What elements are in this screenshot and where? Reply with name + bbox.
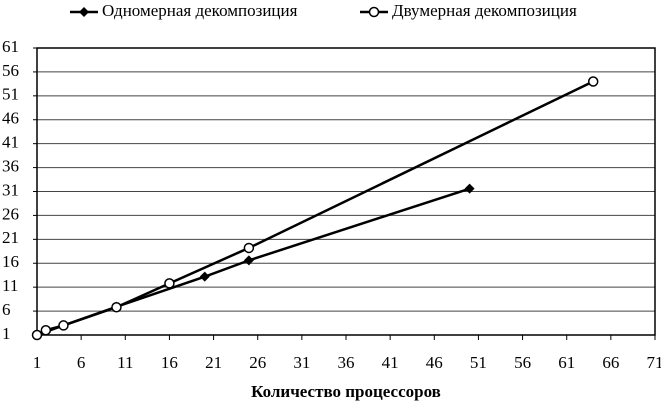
y-tick-label: 11	[2, 276, 18, 295]
y-tick-label: 21	[2, 228, 19, 247]
legend-marker	[368, 6, 380, 18]
x-tick-label: 46	[426, 353, 443, 372]
y-tick-label: 41	[2, 133, 19, 152]
x-tick-label: 1	[33, 353, 42, 372]
x-tick-label: 56	[514, 353, 531, 372]
y-tick-label: 46	[2, 109, 19, 128]
x-tick-label: 41	[382, 353, 399, 372]
circle-marker	[164, 278, 175, 289]
y-tick-label: 6	[2, 300, 11, 319]
legend-label: Двумерная декомпозиция	[392, 1, 577, 20]
legend-label: Одномерная декомпозиция	[102, 1, 298, 20]
plot-frame	[36, 47, 656, 336]
legend-marker	[79, 7, 89, 17]
x-axis-label: Количество процессоров	[251, 382, 441, 401]
x-tick-label: 31	[293, 353, 310, 372]
diamond-marker	[243, 255, 254, 266]
x-tick-label: 6	[77, 353, 86, 372]
circle-marker	[40, 324, 52, 336]
x-tick-label: 16	[161, 353, 178, 372]
diamond-marker	[464, 183, 475, 194]
x-tick-label: 61	[558, 353, 575, 372]
y-tick-label: 36	[2, 156, 19, 175]
y-tick-label: 56	[2, 61, 19, 80]
x-tick-label: 26	[249, 353, 266, 372]
circle-marker	[111, 302, 122, 313]
circle-marker	[58, 320, 69, 331]
x-tick-label: 51	[470, 353, 487, 372]
y-tick-label: 26	[2, 204, 19, 223]
y-tick-label: 51	[2, 85, 19, 104]
y-tick-label: 16	[2, 252, 19, 271]
circle-marker	[243, 242, 255, 254]
circle-marker	[31, 329, 43, 341]
y-tick-label: 61	[2, 37, 19, 56]
circle-marker	[587, 76, 599, 87]
y-tick-label: 31	[2, 180, 19, 199]
x-tick-label: 36	[338, 353, 355, 372]
diamond-marker	[199, 271, 210, 282]
x-tick-label: 66	[602, 353, 619, 372]
x-tick-label: 11	[117, 353, 133, 372]
x-tick-label: 71	[647, 353, 661, 372]
y-tick-label: 1	[2, 324, 11, 343]
x-tick-label: 21	[205, 353, 222, 372]
